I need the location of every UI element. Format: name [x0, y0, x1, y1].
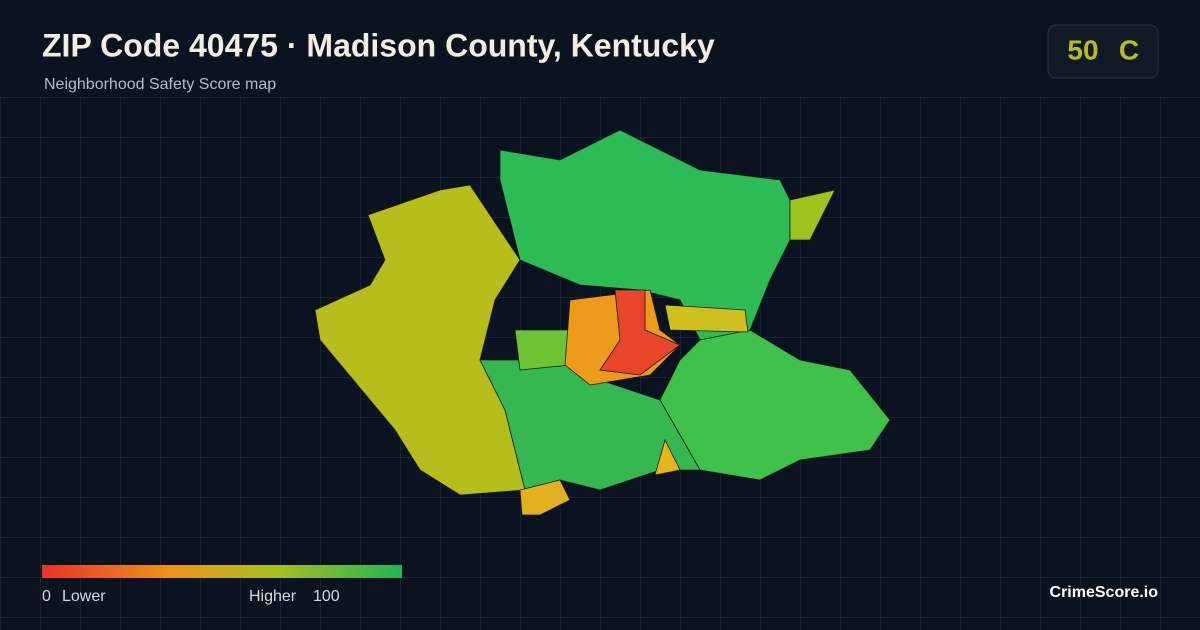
region [664, 304, 749, 333]
header-bg [0, 0, 1200, 97]
legend-scale [42, 565, 402, 578]
title: ZIP Code 40475 · Madison County, Kentuck… [42, 27, 715, 63]
region [519, 479, 571, 516]
subtitle: Neighborhood Safety Score map [44, 76, 276, 93]
map [314, 129, 891, 516]
region [514, 329, 571, 371]
legend-min-label: Lower [62, 588, 106, 605]
score-grade: C [1119, 34, 1139, 65]
legend-max: 100 [313, 588, 340, 605]
score-value: 50 [1067, 34, 1098, 65]
region [659, 329, 891, 481]
region [654, 438, 681, 476]
region [599, 289, 681, 376]
region [314, 184, 526, 496]
score-box [1047, 24, 1159, 79]
region [789, 189, 836, 241]
legend-min: 0 [42, 588, 51, 605]
region [499, 129, 791, 341]
brand: CrimeScore.io [1050, 584, 1159, 601]
legend-max-label: Higher [249, 588, 297, 605]
